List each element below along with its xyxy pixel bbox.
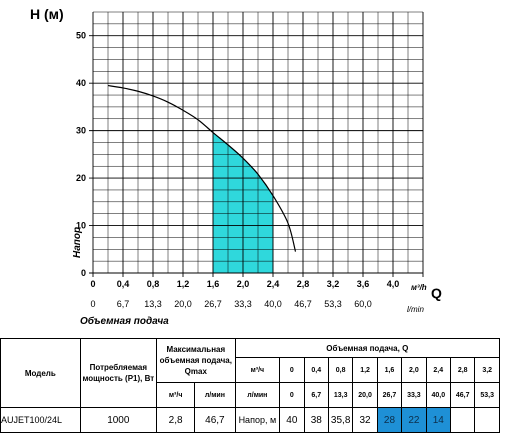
q-lmin-cell: 20,0 xyxy=(352,382,378,408)
y-axis-side-label: Напор xyxy=(72,227,83,258)
x-tick-label-m3h: 2,4 xyxy=(267,279,280,289)
pump-head-chart: 0 10 20 30 40 50 0 0,4 0,8 1,2 1,6 2,0 2,4 2,8 3,2 3,6… xyxy=(30,6,442,327)
y-tick-label: 20 xyxy=(76,173,86,183)
head-cell: 40 xyxy=(279,407,305,433)
x-tick-label-lmin: 33,3 xyxy=(234,299,252,309)
performance-curve xyxy=(107,84,297,252)
x-tick-label-m3h: 2,0 xyxy=(237,279,250,289)
x-tick-label-lmin: 13,3 xyxy=(144,299,162,309)
x-tick-label-m3h: 2,8 xyxy=(297,279,310,289)
q-m3h-cell: 2,0 xyxy=(401,357,427,383)
x-tick-label-lmin: 0 xyxy=(90,299,95,309)
grid-lines xyxy=(89,11,424,277)
q-m3h-cell: 3,2 xyxy=(474,357,500,383)
x-tick-labels-m3h: 0 0,4 0,8 1,2 1,6 2,0 2,4 2,8 3,2 3,6 4,0 xyxy=(90,279,399,289)
x-tick-label-m3h: 1,6 xyxy=(207,279,220,289)
head-cell-empty xyxy=(449,407,476,433)
x-tick-label-m3h: 0,4 xyxy=(117,279,130,289)
q-m3h-cell: 1,2 xyxy=(352,357,378,383)
y-axis-title: H (м) xyxy=(30,6,64,22)
header-unit-lmin-qmax: л/мин xyxy=(194,382,236,408)
q-lmin-cell: 33,3 xyxy=(401,382,427,408)
header-power: Потребляемая мощность (P1), Вт xyxy=(79,338,158,408)
header-flow: Объемная подача, Q xyxy=(234,338,501,358)
x-tick-label-m3h: 0,8 xyxy=(147,279,160,289)
header-unit-lmin: л/мин xyxy=(234,382,281,408)
header-model: Модель xyxy=(0,338,81,408)
q-m3h-cell: 0 xyxy=(279,357,305,383)
q-lmin-cell: 26,7 xyxy=(376,382,403,408)
y-tick-label: 50 xyxy=(76,31,86,41)
x-tick-label-lmin: 46,7 xyxy=(294,299,312,309)
q-lmin-cell: 53,3 xyxy=(474,382,500,408)
head-cell-highlighted: 14 xyxy=(425,407,451,433)
head-cell-empty xyxy=(474,407,500,433)
qmax-lmin-cell: 46,7 xyxy=(194,407,236,433)
head-cell-highlighted: 22 xyxy=(401,407,427,433)
q-m3h-cell: 0,4 xyxy=(303,357,329,383)
x-tick-label-m3h: 3,6 xyxy=(357,279,370,289)
x-tick-label-m3h: 4,0 xyxy=(387,279,400,289)
y-tick-labels: 0 10 20 30 40 50 xyxy=(76,31,86,278)
model-cell: AUJET100/24L xyxy=(0,407,81,433)
header-max-flow: Максимальная объемная подача, Qmax xyxy=(156,338,236,383)
y-tick-label: 40 xyxy=(76,78,86,88)
spec-table: Модель Потребляемая мощность (P1), Вт Ма… xyxy=(0,338,501,433)
q-label: Q xyxy=(431,285,442,301)
x-axis-title: Объемная подача xyxy=(80,315,169,327)
q-lmin-cell: 46,7 xyxy=(449,382,476,408)
x-tick-labels-lmin: 0 6,7 13,3 20,0 26,7 33,3 40,0 46,7 53,3 60,0 xyxy=(90,299,371,309)
header-unit-m3h-qmax: м³/ч xyxy=(156,382,196,408)
head-label-cell: Напор, м xyxy=(234,407,281,433)
head-cell: 35,8 xyxy=(327,407,354,433)
x-unit-bottom: l/min xyxy=(407,305,424,314)
power-cell: 1000 xyxy=(79,407,158,433)
q-m3h-cell: 1,6 xyxy=(376,357,403,383)
x-tick-label-lmin: 6,7 xyxy=(117,299,130,309)
x-tick-label-lmin: 53,3 xyxy=(324,299,342,309)
q-m3h-cell: 2,8 xyxy=(449,357,476,383)
q-lmin-cell: 6,7 xyxy=(303,382,329,408)
q-m3h-cell: 0,8 xyxy=(327,357,354,383)
qmax-m3h-cell: 2,8 xyxy=(156,407,196,433)
x-tick-label-m3h: 1,2 xyxy=(177,279,190,289)
head-cell: 38 xyxy=(303,407,329,433)
q-lmin-cell: 40,0 xyxy=(425,382,451,408)
y-tick-label: 10 xyxy=(76,221,86,231)
q-lmin-cell: 0 xyxy=(279,382,305,408)
x-tick-label-lmin: 26,7 xyxy=(204,299,222,309)
q-lmin-cell: 13,3 xyxy=(327,382,354,408)
x-tick-label-m3h: 3,2 xyxy=(327,279,340,289)
x-unit-top: м³/h xyxy=(411,283,427,292)
x-tick-label-lmin: 60,0 xyxy=(354,299,372,309)
x-tick-label-lmin: 40,0 xyxy=(264,299,282,309)
y-tick-label: 0 xyxy=(81,268,86,278)
head-cell-highlighted: 28 xyxy=(376,407,403,433)
x-tick-label-m3h: 0 xyxy=(90,279,95,289)
y-tick-label: 30 xyxy=(76,126,86,136)
q-m3h-cell: 2,4 xyxy=(425,357,451,383)
head-cell: 32 xyxy=(352,407,378,433)
header-unit-m3h: м³/ч xyxy=(234,357,281,383)
x-tick-label-lmin: 20,0 xyxy=(174,299,192,309)
